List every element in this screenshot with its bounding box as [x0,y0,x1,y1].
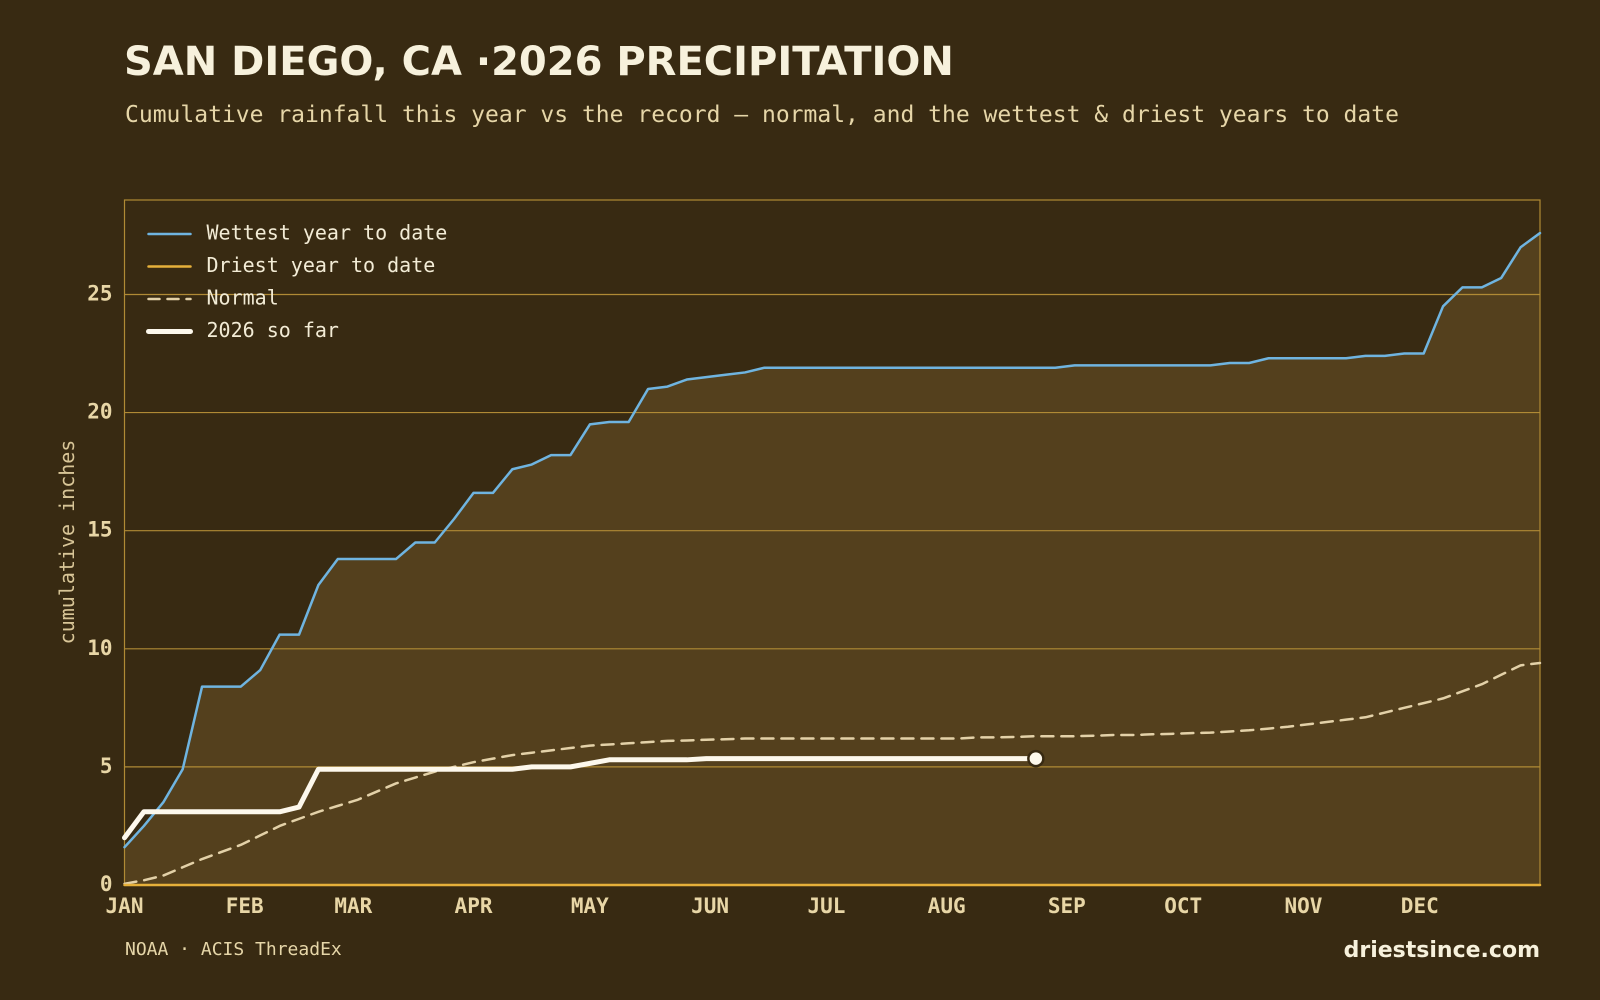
series-line [123,231,1542,849]
latest-point [1027,749,1045,768]
chart-subtitle: Cumulative rainfall this year vs the rec… [125,102,1399,128]
y-tick-label: 5 [100,754,113,778]
legend-label: Wettest year to date [207,221,448,245]
x-tick-label: JUL [807,894,845,918]
y-tick-label: 0 [100,872,113,896]
series-line [122,756,1039,841]
x-tick-label: JAN [106,894,144,918]
series-line [123,661,1542,886]
x-tick-label: JUN [691,894,729,918]
credit: driestsince.com [1344,938,1540,963]
x-tick-label: APR [455,894,493,918]
legend-label: Normal [207,286,279,310]
x-tick-label: OCT [1164,894,1202,918]
range-band [124,233,1540,885]
y-axis-label: cumulative inches [55,440,79,645]
y-tick-label: 15 [87,518,112,542]
x-tick-label: NOV [1284,894,1322,918]
y-tick-label: 20 [87,400,112,424]
source-note: NOAA · ACIS ThreadEx [125,939,342,960]
y-tick-label: 10 [87,636,112,660]
x-tick-label: MAY [571,894,609,918]
chart-title: SAN DIEGO, CA ·2026 PRECIPITATION [124,39,954,85]
x-tick-label: AUG [928,894,966,918]
x-tick-label: FEB [226,894,264,918]
y-tick-label: 25 [87,281,112,305]
legend-label: Driest year to date [207,253,436,277]
legend-label: 2026 so far [207,318,339,342]
x-tick-label: SEP [1048,894,1086,918]
x-tick-label: MAR [334,894,372,918]
x-tick-label: DEC [1401,894,1439,918]
